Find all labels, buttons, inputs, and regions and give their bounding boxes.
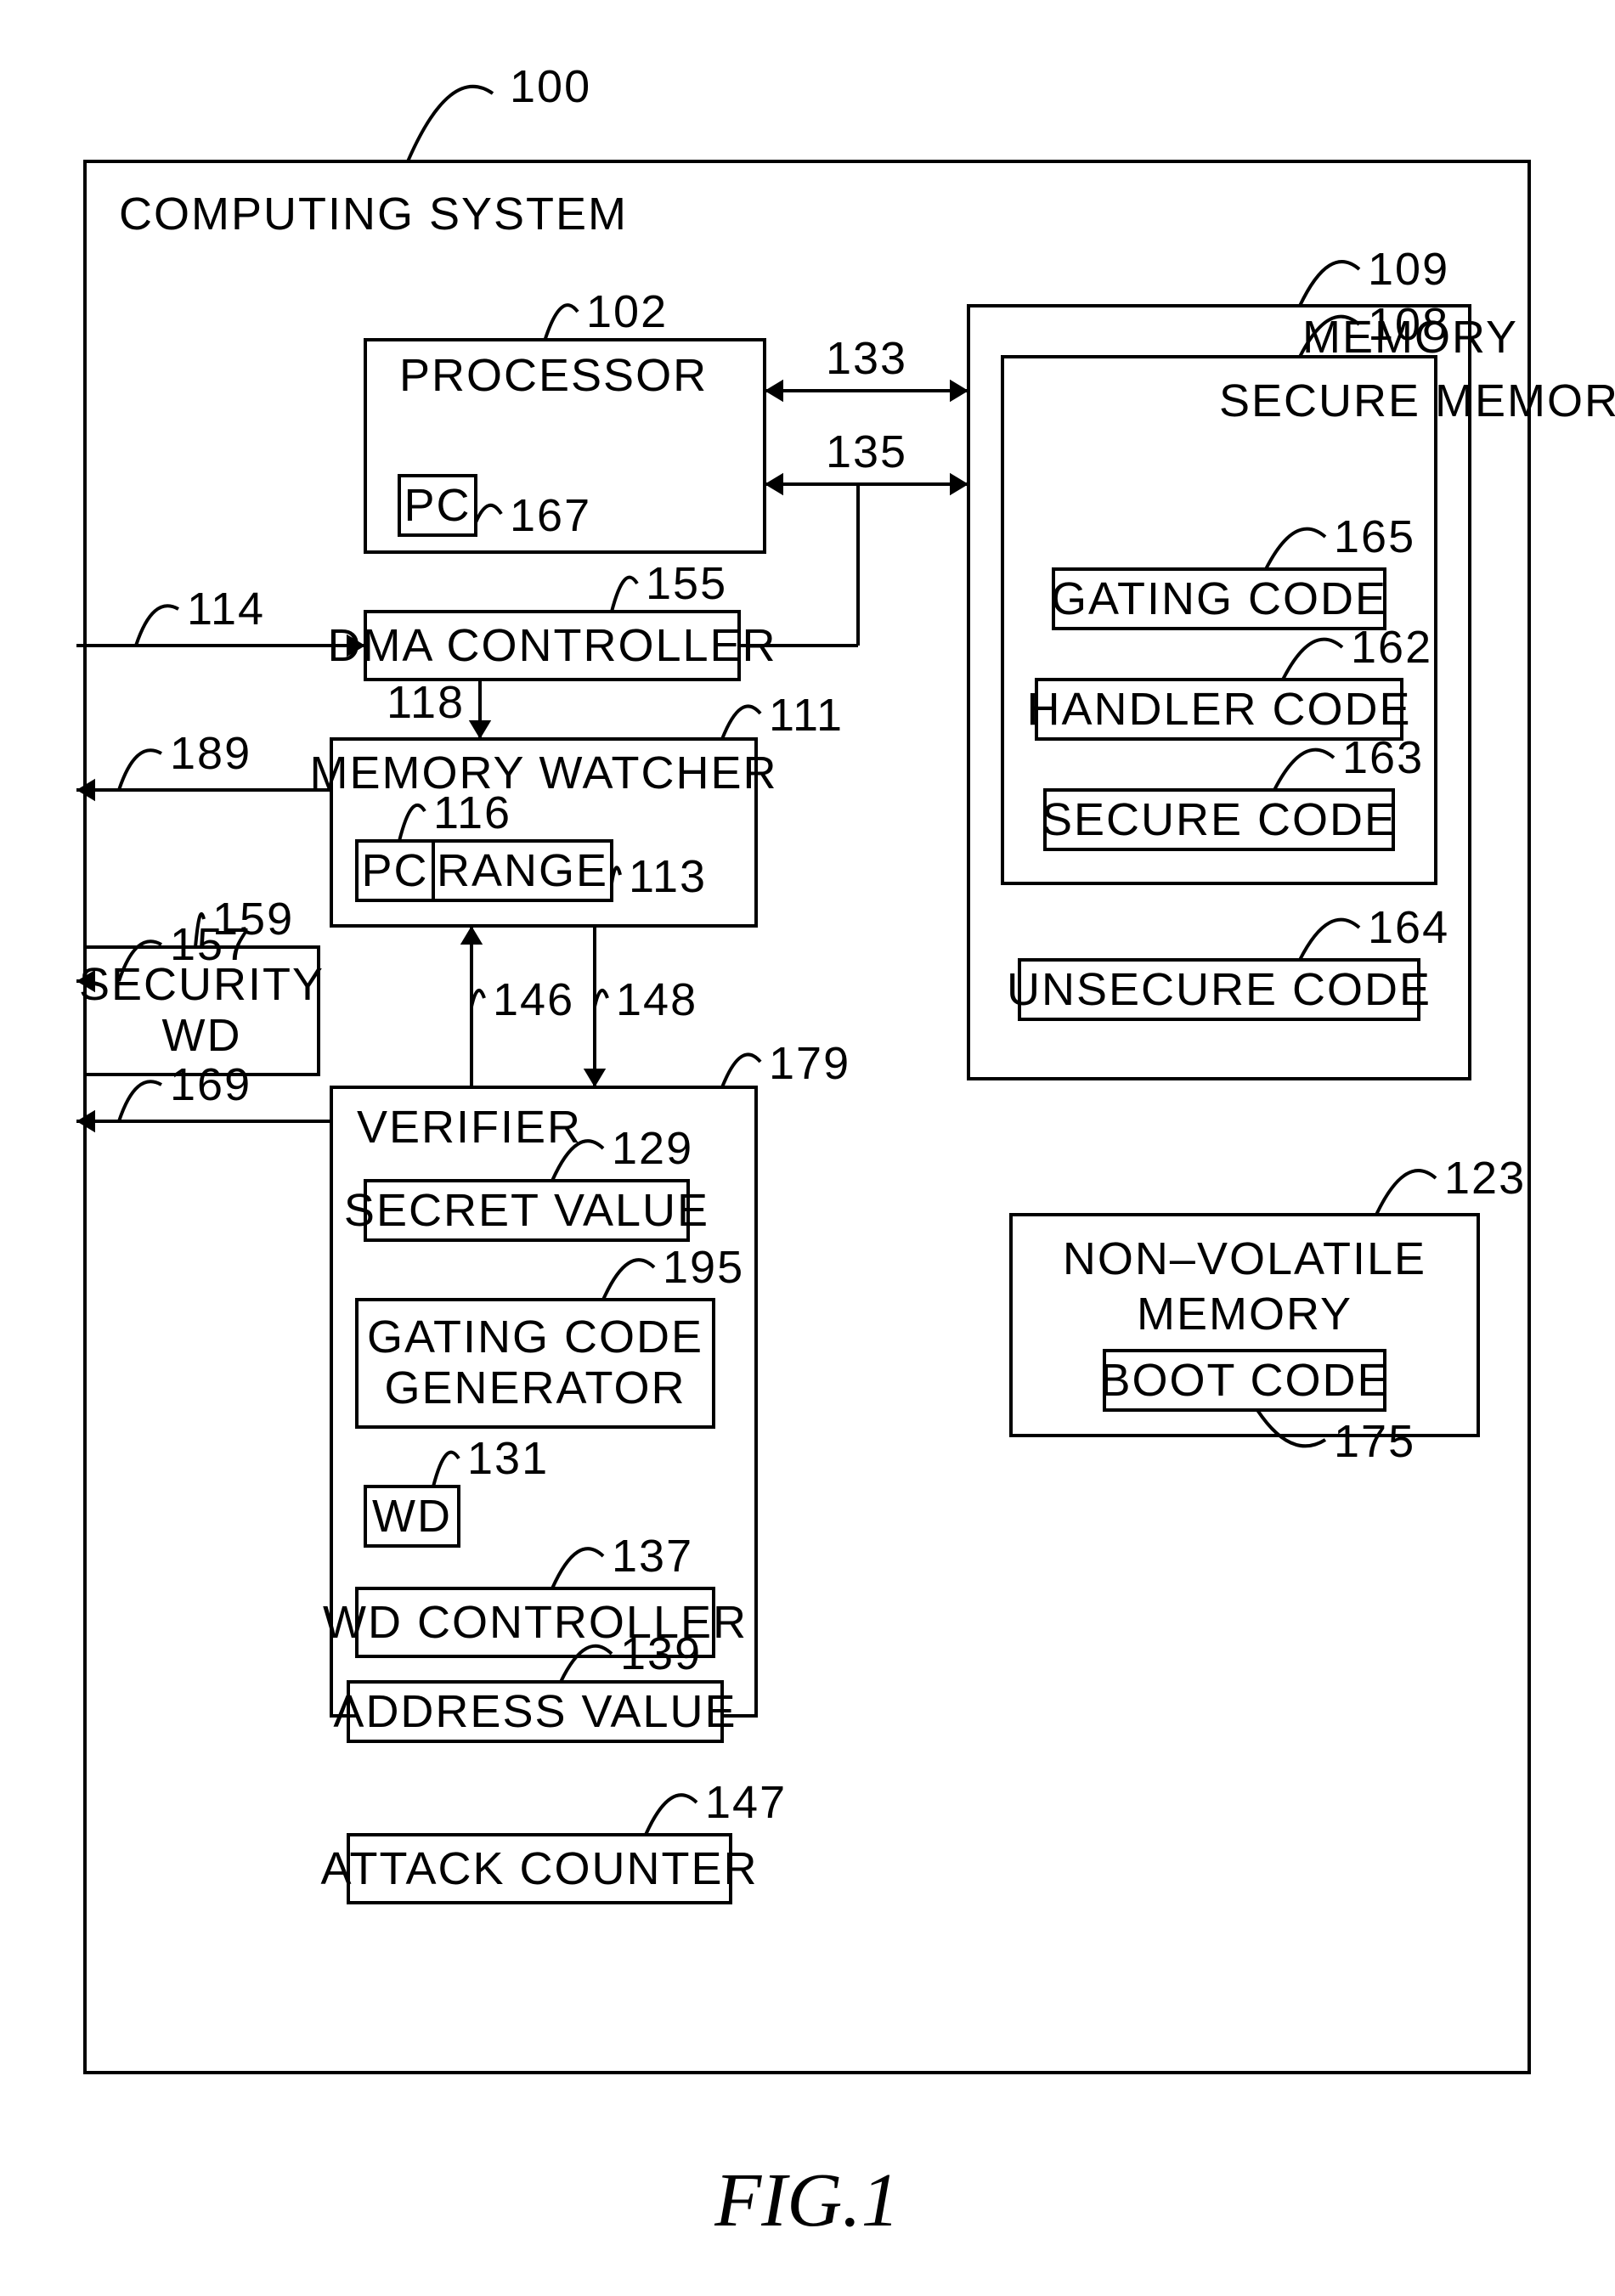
processor-label: PROCESSOR [399, 350, 708, 401]
ref-135: 135 [826, 426, 907, 477]
ref-102: 102 [586, 286, 668, 337]
unsecure_code-label: UNSECURE CODE [1007, 964, 1431, 1015]
dma-label: DMA CONTROLLER [327, 620, 776, 671]
ref-169: 169 [170, 1059, 251, 1110]
gating-gen-l1: GATING CODE [367, 1312, 703, 1362]
ref-116: 116 [433, 787, 511, 838]
addr-value-label: ADDRESS VALUE [333, 1686, 737, 1737]
handler_code-label: HANDLER CODE [1026, 684, 1411, 735]
ref-118: 118 [387, 677, 465, 728]
mw-pc-label: PC [361, 845, 428, 896]
secret-value-label: SECRET VALUE [344, 1185, 709, 1236]
gating-gen-l2: GENERATOR [384, 1362, 686, 1413]
ref-109: 109 [1368, 244, 1449, 295]
ref-162: 162 [1351, 622, 1432, 673]
ref-123: 123 [1444, 1153, 1526, 1204]
ref-165: 165 [1334, 511, 1415, 562]
ref-137: 137 [612, 1531, 693, 1582]
ref-146: 146 [493, 974, 574, 1025]
leader [408, 87, 493, 161]
security_wd-label2: WD [162, 1010, 242, 1061]
ref-189: 189 [170, 728, 251, 779]
ref-148: 148 [616, 974, 697, 1025]
ref-164: 164 [1368, 902, 1449, 953]
ref-113: 113 [629, 851, 707, 902]
ref-139: 139 [620, 1628, 702, 1679]
attack-counter-label: ATTACK COUNTER [320, 1843, 758, 1894]
ref-114: 114 [187, 584, 265, 635]
verifier-label: VERIFIER [357, 1102, 582, 1153]
figure-label: FIG.1 [714, 2158, 899, 2242]
ref-163: 163 [1342, 732, 1424, 783]
processor-pc-label: PC [404, 480, 471, 531]
ref-133: 133 [826, 333, 907, 384]
ref-157: 157 [170, 919, 251, 970]
secure_code-label: SECURE CODE [1042, 794, 1397, 845]
ref-129: 129 [612, 1123, 693, 1174]
wd-label: WD [372, 1491, 452, 1542]
ref-108: 108 [1368, 299, 1449, 350]
boot-code-label: BOOT CODE [1099, 1355, 1389, 1406]
ref-147: 147 [705, 1777, 787, 1828]
ref-179: 179 [769, 1038, 850, 1089]
ref-100: 100 [510, 61, 591, 112]
computing-system-title: COMPUTING SYSTEM [119, 189, 628, 240]
nvm-l2: MEMORY [1137, 1289, 1352, 1340]
ref-195: 195 [663, 1242, 744, 1293]
ref-111: 111 [769, 690, 844, 741]
mw-range-label: RANGE [437, 845, 608, 896]
gating_code-label: GATING CODE [1051, 573, 1387, 624]
secure-memory-label: SECURE MEMORY [1219, 375, 1615, 426]
ref-167: 167 [510, 490, 591, 541]
ref-155: 155 [646, 558, 727, 609]
ref-175: 175 [1334, 1416, 1415, 1467]
ref-131: 131 [467, 1433, 549, 1484]
memory-watcher-label: MEMORY WATCHER [309, 747, 777, 798]
nvm-l1: NON–VOLATILE [1063, 1233, 1426, 1284]
